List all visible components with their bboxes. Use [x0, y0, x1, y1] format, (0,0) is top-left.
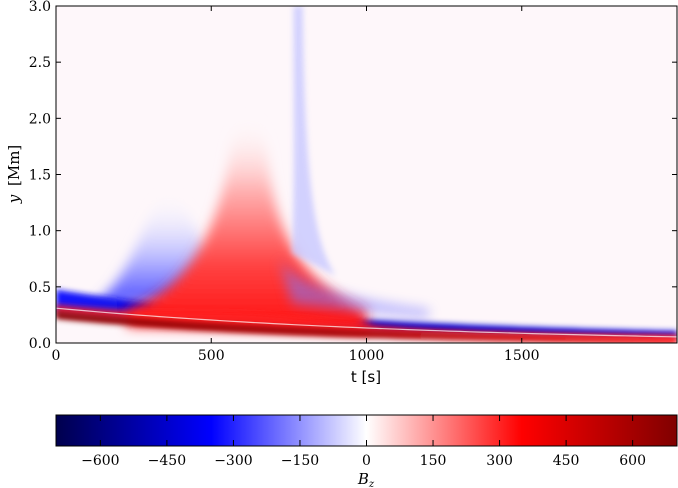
- colorbar-tick-label: 150: [420, 453, 447, 469]
- colorbar-tick-label: 450: [553, 453, 580, 469]
- colorbar-tick-label: −600: [81, 453, 119, 469]
- heatmap-field: [56, 6, 677, 343]
- x-tick-label: 1000: [349, 348, 385, 364]
- y-tick-label: 3.0: [29, 0, 51, 15]
- colorbar-label-var: B: [357, 470, 369, 488]
- y-tick-label: 0.5: [29, 280, 51, 296]
- colorbar-tick-label: −150: [281, 453, 319, 469]
- colorbar-tick-label: −300: [214, 453, 252, 469]
- x-axis: 0 500 1000 1500: [52, 6, 540, 364]
- x-tick-label: 1500: [504, 348, 540, 364]
- y-axis: 0.0 0.5 1.0 1.5 2.0 2.5 3.0: [29, 0, 677, 352]
- positive-region: [56, 304, 677, 340]
- y-axis-label-var: y: [5, 194, 23, 204]
- negative-wing: [279, 258, 429, 319]
- colorbar-label-sub: z: [368, 479, 375, 488]
- y-tick-label: 1.5: [29, 168, 51, 184]
- y-tick-label: 2.5: [29, 55, 51, 71]
- colorbar-tick-label: 600: [619, 453, 646, 469]
- y-tick-label: 0.0: [29, 336, 51, 352]
- colorbar-tick-label: 0: [362, 453, 371, 469]
- x-axis-label: t [s]: [351, 368, 381, 386]
- y-axis-label-unit: [Mm]: [5, 145, 23, 186]
- y-tick-label: 1.0: [29, 224, 51, 240]
- x-tick-label: 0: [52, 348, 61, 364]
- positive-plume: [127, 115, 367, 332]
- colorbar-label: Bz: [357, 470, 375, 488]
- colorbar-tick-label: 300: [486, 453, 513, 469]
- colorbar-tick-label: −450: [148, 453, 186, 469]
- y-axis-label: y [Mm]: [5, 145, 23, 205]
- y-tick-label: 2.0: [29, 111, 51, 127]
- strong-positive-band: [56, 311, 677, 343]
- colorbar-ticks: −600 −450 −300 −150 0 150 300 450 600: [81, 415, 646, 469]
- x-tick-label: 500: [198, 348, 225, 364]
- separatrix: [56, 307, 677, 338]
- negative-spike: [291, 6, 336, 276]
